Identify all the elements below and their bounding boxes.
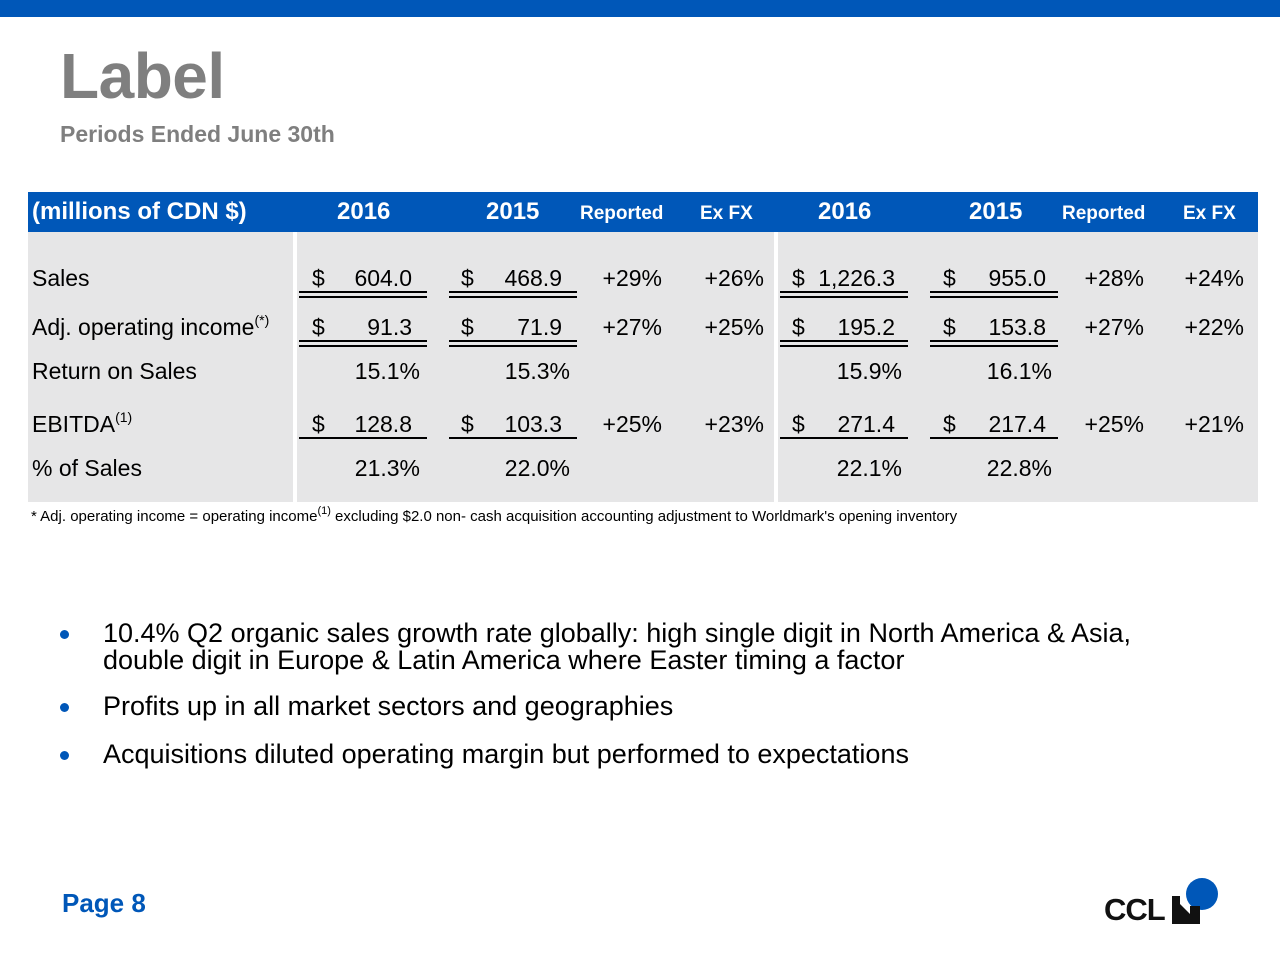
table-cell: $ <box>943 411 956 437</box>
table-cell: 128.8 <box>354 411 412 437</box>
table-cell: 195.2 <box>837 314 895 340</box>
logo-text: CCL <box>1104 892 1166 927</box>
table-cell: $ <box>792 314 805 340</box>
table-cell: 955.0 <box>988 265 1046 291</box>
header-exfx-ytd: Ex FX <box>1183 203 1236 224</box>
panel-quarter <box>297 232 774 502</box>
underline <box>930 437 1058 439</box>
row-label-return-on-sales: Return on Sales <box>32 358 197 384</box>
table-cell: +26% <box>704 265 764 291</box>
table-cell: +27% <box>1084 314 1144 340</box>
underline <box>930 296 1058 298</box>
table-cell: 103.3 <box>504 411 562 437</box>
table-cell: +29% <box>602 265 662 291</box>
bullet-dot-icon <box>60 703 69 712</box>
underline <box>780 296 908 298</box>
underline <box>930 340 1058 342</box>
table-cell: $ <box>461 411 474 437</box>
top-accent-bar <box>0 0 1280 17</box>
table-cell: 21.3% <box>354 455 420 481</box>
table-cell: 15.9% <box>836 358 902 384</box>
underline <box>780 437 908 439</box>
underline <box>449 296 577 298</box>
table-cell: +25% <box>704 314 764 340</box>
header-reported-q: Reported <box>580 203 664 224</box>
underline <box>780 345 908 347</box>
underline <box>299 340 427 342</box>
table-cell: 153.8 <box>988 314 1046 340</box>
underline <box>930 345 1058 347</box>
table-cell: +25% <box>1084 411 1144 437</box>
table-cell: $ <box>312 411 325 437</box>
header-exfx-q: Ex FX <box>700 203 753 224</box>
row-label-adj-operating-income: Adj. operating income(*) <box>32 312 270 340</box>
underline <box>780 291 908 293</box>
header-2015-ytd: 2015 <box>969 198 1023 225</box>
table-cell: +27% <box>602 314 662 340</box>
table-cell: $ <box>943 314 956 340</box>
table-cell: $ <box>461 265 474 291</box>
underline <box>780 340 908 342</box>
table-cell: $ <box>943 265 956 291</box>
table-cell: 15.3% <box>504 358 570 384</box>
table-cell: 91.3 <box>367 314 412 340</box>
table-footnote: * Adj. operating income = operating inco… <box>31 505 958 525</box>
logo-mark-icon <box>1172 878 1218 924</box>
header-2016-ytd: 2016 <box>818 198 872 225</box>
table-cell: $ <box>312 265 325 291</box>
table-cell: $ <box>792 411 805 437</box>
bullet-dot-icon <box>60 751 69 760</box>
header-reported-ytd: Reported <box>1062 203 1146 224</box>
page-number: Page 8 <box>62 888 146 918</box>
row-label-sales: Sales <box>32 265 90 291</box>
header-2015-q: 2015 <box>486 198 540 225</box>
table-cell: 604.0 <box>354 265 412 291</box>
panel-labels <box>28 232 293 502</box>
table-header: (millions of CDN $) 2016 2015 Reported E… <box>28 192 1258 232</box>
table-cell: +28% <box>1084 265 1144 291</box>
table-cell: 468.9 <box>504 265 562 291</box>
table-cell: 16.1% <box>986 358 1052 384</box>
table-cell: +23% <box>704 411 764 437</box>
panel-year <box>778 232 1258 502</box>
unit-label: (millions of CDN $) <box>32 198 247 225</box>
table-cell: $ <box>792 265 805 291</box>
underline <box>449 340 577 342</box>
table-cell: +22% <box>1184 314 1244 340</box>
table-cell: 1,226.3 <box>818 265 895 291</box>
underline <box>299 437 427 439</box>
underline <box>299 296 427 298</box>
underline <box>930 291 1058 293</box>
table-cell: +24% <box>1184 265 1244 291</box>
table-cell: 22.8% <box>986 455 1052 481</box>
header-2016-q: 2016 <box>337 198 391 225</box>
table-cell: $ <box>461 314 474 340</box>
slide-title: Label <box>60 40 225 112</box>
table-cell: 71.9 <box>517 314 562 340</box>
row-label-ebitda: EBITDA(1) <box>32 409 133 437</box>
company-logo: CCL <box>1104 876 1219 928</box>
table-cell: $ <box>312 314 325 340</box>
table-cell: 217.4 <box>988 411 1046 437</box>
table-cell: +21% <box>1184 411 1244 437</box>
underline <box>299 345 427 347</box>
row-label-pct-of-sales: % of Sales <box>32 455 142 481</box>
slide-subtitle: Periods Ended June 30th <box>60 121 335 147</box>
underline <box>449 291 577 293</box>
underline <box>449 437 577 439</box>
table-cell: 15.1% <box>354 358 420 384</box>
table-cell: 22.1% <box>836 455 902 481</box>
bullet-dot-icon <box>60 630 69 639</box>
table-cell: 22.0% <box>504 455 570 481</box>
table-cell: +25% <box>602 411 662 437</box>
table-cell: 271.4 <box>837 411 895 437</box>
underline <box>449 345 577 347</box>
underline <box>299 291 427 293</box>
